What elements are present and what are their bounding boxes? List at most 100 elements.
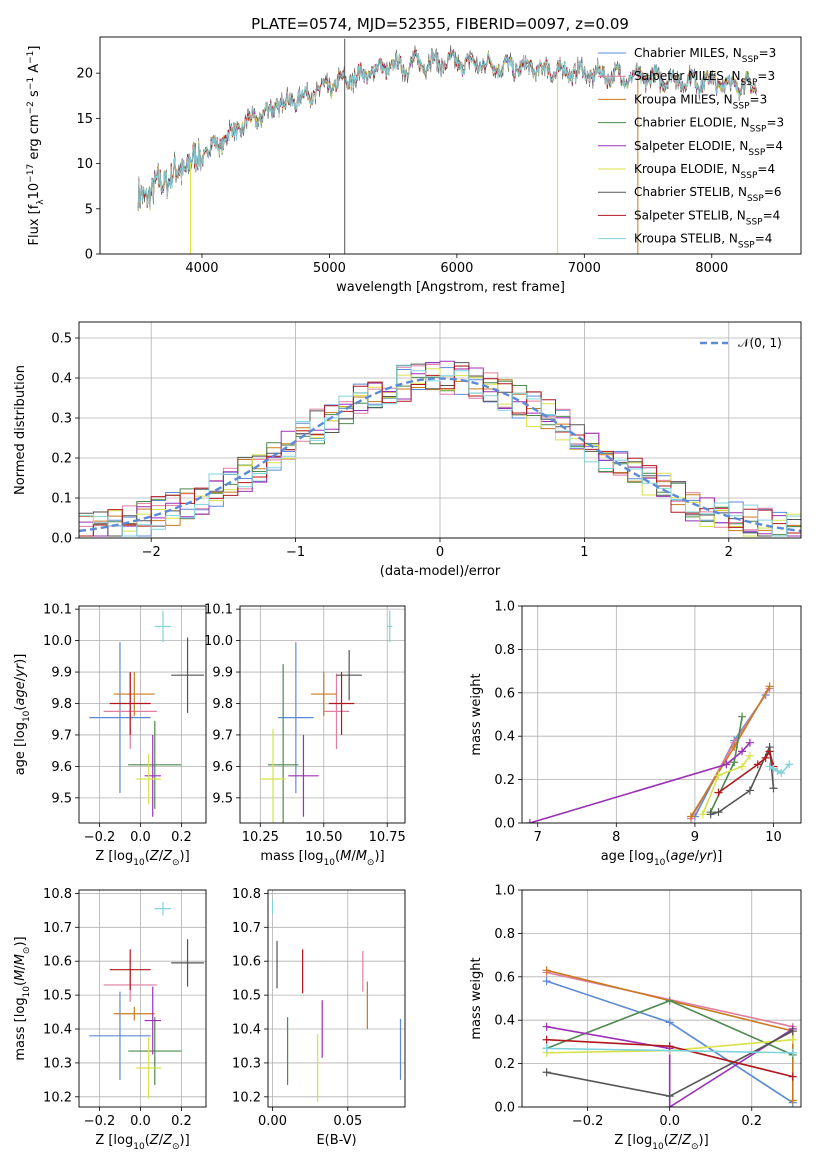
y-tick-label: 10.7 — [232, 921, 261, 936]
weight-point — [777, 769, 786, 778]
y-tick-label: 10.0 — [204, 634, 233, 649]
y-tick-label: 0.0 — [494, 817, 515, 832]
x-tick-label: −2 — [142, 545, 161, 560]
weight-point — [785, 760, 794, 769]
x-tick-label: 0.2 — [171, 830, 192, 845]
x-tick-label: −0.2 — [84, 1114, 116, 1129]
legend-entry: Kroupa STELIB, NSSP=4 — [634, 232, 772, 251]
weight-point — [788, 1048, 797, 1057]
y-tick-label: 9.5 — [51, 791, 72, 806]
y-tick-label: 0.0 — [494, 1101, 515, 1116]
y-tick-label: 15 — [76, 112, 93, 127]
weight-line-4 — [546, 1025, 794, 1107]
panel-age_vs_mass: 10.25 10.50 10.75 9.5 9.6 9.7 9.8 9.9 10.0 10.1 ma… — [204, 603, 406, 868]
x-tick-label: 8 — [612, 830, 620, 845]
figure-title: PLATE=0574, MJD=52355, FIBERID=0097, z=0… — [251, 15, 629, 33]
weight-line-2 — [690, 685, 771, 817]
y-tick-label: 10.8 — [232, 887, 261, 902]
x-axis-label: mass [log10(M/M⊙)] — [260, 849, 384, 868]
legend-entry: Chabrier MILES, NSSP=3 — [634, 46, 776, 65]
weight-point — [753, 760, 762, 769]
axes-frame — [78, 605, 207, 824]
x-tick-label: 10.25 — [242, 830, 279, 845]
weight-point — [745, 751, 754, 760]
y-tick-label: 10.6 — [232, 955, 261, 970]
y-tick-label: 10.1 — [43, 603, 72, 618]
x-tick-label: 5000 — [313, 261, 346, 276]
panel-age_vs_Z: −0.2 0.0 0.2 9.5 9.6 9.7 9.8 9.9 10.0 10.1 Z [log1… — [13, 603, 207, 868]
plot-area-residuals — [79, 360, 801, 538]
plot-area-weight_vs_Z — [542, 966, 797, 1107]
y-tick-label: 0.3 — [51, 412, 72, 427]
histogram-8 — [79, 365, 801, 538]
y-tick-label: 10.4 — [232, 1023, 261, 1038]
y-tick-label: 0.6 — [494, 686, 515, 701]
y-tick-label: 10.2 — [43, 1090, 72, 1105]
panel-residuals: −2 −1 0 1 2 0.0 0.1 0.2 0.3 0.4 0.5 (data-model)/er… — [13, 321, 802, 579]
weight-point — [542, 1022, 551, 1031]
x-tick-label: 0.05 — [333, 1114, 362, 1129]
x-tick-label: 6000 — [440, 261, 473, 276]
axes-frame — [239, 605, 406, 824]
y-tick-label: 20 — [76, 67, 93, 82]
y-tick-label: 0.6 — [494, 970, 515, 985]
y-tick-label: 10.5 — [43, 989, 72, 1004]
y-tick-label: 9.9 — [212, 666, 233, 681]
plot-area-weight_vs_age — [525, 682, 794, 823]
weight-point — [542, 966, 551, 975]
plot-area-mass_vs_ebv — [271, 900, 402, 1102]
legend-entry: Salpeter STELIB, NSSP=4 — [634, 208, 780, 227]
axes-frame — [521, 605, 802, 824]
panel-weight_vs_Z: −0.2 0.0 0.2 0.0 0.2 0.4 0.6 0.8 1.0 Z [log10(Z/Z… — [469, 884, 802, 1152]
weight-point — [745, 786, 754, 795]
x-tick-label: 0.2 — [741, 1114, 762, 1129]
y-tick-label: 10.0 — [43, 634, 72, 649]
x-axis-label: age [log10(age/yr)] — [601, 849, 723, 868]
y-tick-label: 0.4 — [494, 1014, 515, 1029]
weight-point — [665, 1103, 674, 1107]
weight-point — [788, 1035, 797, 1044]
weight-line-4 — [529, 742, 751, 823]
plot-area-spectrum — [137, 38, 757, 254]
x-tick-label: 7000 — [568, 261, 601, 276]
y-tick-label: 0 — [85, 248, 93, 263]
weight-point — [714, 808, 723, 817]
weight-point — [765, 747, 774, 756]
axes-frame — [267, 889, 406, 1108]
x-tick-label: 7 — [534, 830, 542, 845]
x-tick-label: −0.2 — [572, 1114, 604, 1129]
weight-line-6 — [710, 743, 775, 816]
legend: Chabrier MILES, NSSP=3 Salpeter MILES, NS… — [598, 46, 784, 251]
x-tick-label: 2 — [725, 545, 733, 560]
panel-spectrum: 4000 5000 6000 7000 8000 0 5 10 15 20 wavelength [… — [26, 36, 802, 295]
weight-point — [542, 1068, 551, 1077]
y-tick-label: 0.8 — [494, 643, 515, 658]
plot-area-age_vs_Z — [89, 610, 204, 817]
y-tick-label: 10.8 — [43, 887, 72, 902]
y-tick-label: 10.6 — [43, 955, 72, 970]
y-tick-label: 9.8 — [212, 697, 233, 712]
y-tick-label: 0.1 — [51, 492, 72, 507]
panel-mass_vs_ebv: 0.00 0.05 10.2 10.3 10.4 10.5 10.6 10.7 10.8 E(B-… — [232, 887, 406, 1148]
y-axis-label: age [log10(age/yr)] — [13, 654, 32, 776]
weight-point — [665, 1092, 674, 1101]
x-tick-label: 8000 — [695, 261, 728, 276]
legend-entry: Kroupa MILES, NSSP=3 — [634, 92, 767, 111]
x-tick-label: 10 — [765, 830, 782, 845]
weight-point — [665, 1042, 674, 1051]
weight-point — [730, 758, 739, 767]
weight-line-5 — [702, 755, 751, 815]
y-tick-label: 0.8 — [494, 927, 515, 942]
y-axis-label: Normed distribution — [13, 365, 28, 495]
y-tick-label: 9.8 — [51, 697, 72, 712]
y-tick-label: 10.5 — [232, 989, 261, 1004]
y-tick-label: 0.4 — [494, 730, 515, 745]
weight-point — [788, 1072, 797, 1081]
weight-point — [525, 819, 534, 823]
weight-point — [714, 771, 723, 780]
weight-point — [665, 996, 674, 1005]
weight-point — [738, 762, 747, 771]
y-tick-label: 0.2 — [51, 452, 72, 467]
y-tick-label: 10.7 — [43, 921, 72, 936]
